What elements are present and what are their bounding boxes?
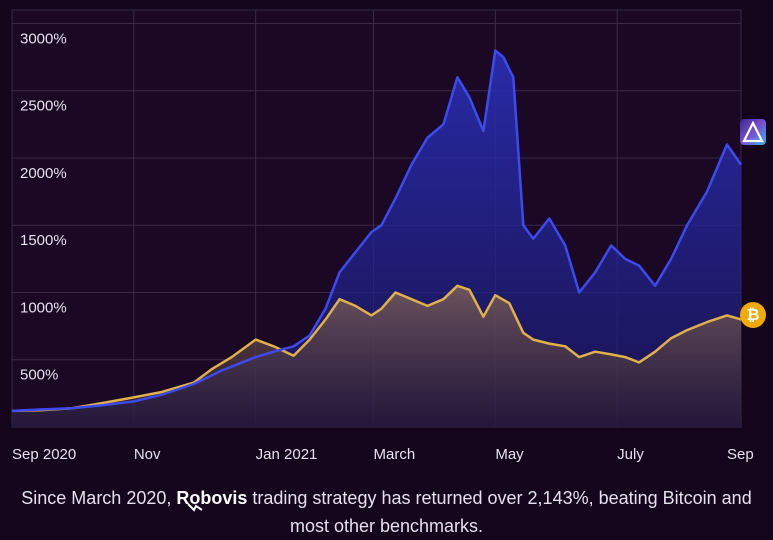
x-tick-label: Nov (134, 446, 161, 463)
performance-chart: 500% 1000% 1500% 2000% 2500% 3000% Sep 2020 No… (11, 9, 754, 463)
chart-caption: Since March 2020, Robovis trading strate… (0, 484, 773, 540)
series-lines (11, 49, 743, 413)
y-tick-label: 2500% (20, 98, 67, 115)
bitcoin-symbol: ₿ (746, 305, 760, 324)
series-areas (12, 50, 741, 428)
bitcoin-line (11, 284, 742, 413)
robovis-brand: Robovis (176, 484, 247, 512)
robovis-area (12, 50, 741, 428)
x-axis-ticks: Sep 2020 Nov Jan 2021 March May July Sep (12, 446, 754, 463)
bitcoin-icon: ₿ (740, 302, 766, 328)
robovis-logo-icon (740, 119, 766, 145)
y-tick-label: 2000% (20, 165, 67, 182)
y-tick-label: 1000% (20, 299, 67, 316)
bitcoin-area (12, 285, 741, 427)
robovis-mark-icon (187, 503, 203, 512)
y-tick-label: 3000% (20, 30, 67, 47)
x-tick-label: May (495, 446, 524, 463)
y-axis-ticks: 500% 1000% 1500% 2000% 2500% 3000% (20, 30, 67, 383)
caption-after: trading strategy has returned over 2,143… (247, 488, 752, 536)
caption-before: Since March 2020, (21, 488, 177, 508)
y-tick-label: 1500% (20, 232, 67, 249)
x-tick-label: Jan 2021 (256, 446, 318, 463)
robovis-line (11, 49, 743, 413)
x-tick-label: March (374, 446, 416, 463)
robovis-brand-label: Robovis (176, 488, 248, 508)
x-tick-label: July (617, 446, 644, 463)
robovis-triangle-mark (742, 121, 764, 143)
x-tick-label: Sep 2020 (12, 446, 76, 463)
y-tick-label: 500% (20, 367, 58, 384)
x-tick-label: Sep (727, 446, 754, 463)
